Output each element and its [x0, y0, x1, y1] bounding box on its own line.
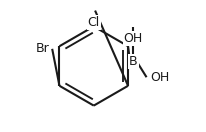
- Text: OH: OH: [150, 71, 169, 84]
- Text: B: B: [129, 55, 138, 68]
- Text: OH: OH: [124, 32, 143, 45]
- Text: Cl: Cl: [88, 16, 100, 29]
- Text: Br: Br: [36, 42, 49, 55]
